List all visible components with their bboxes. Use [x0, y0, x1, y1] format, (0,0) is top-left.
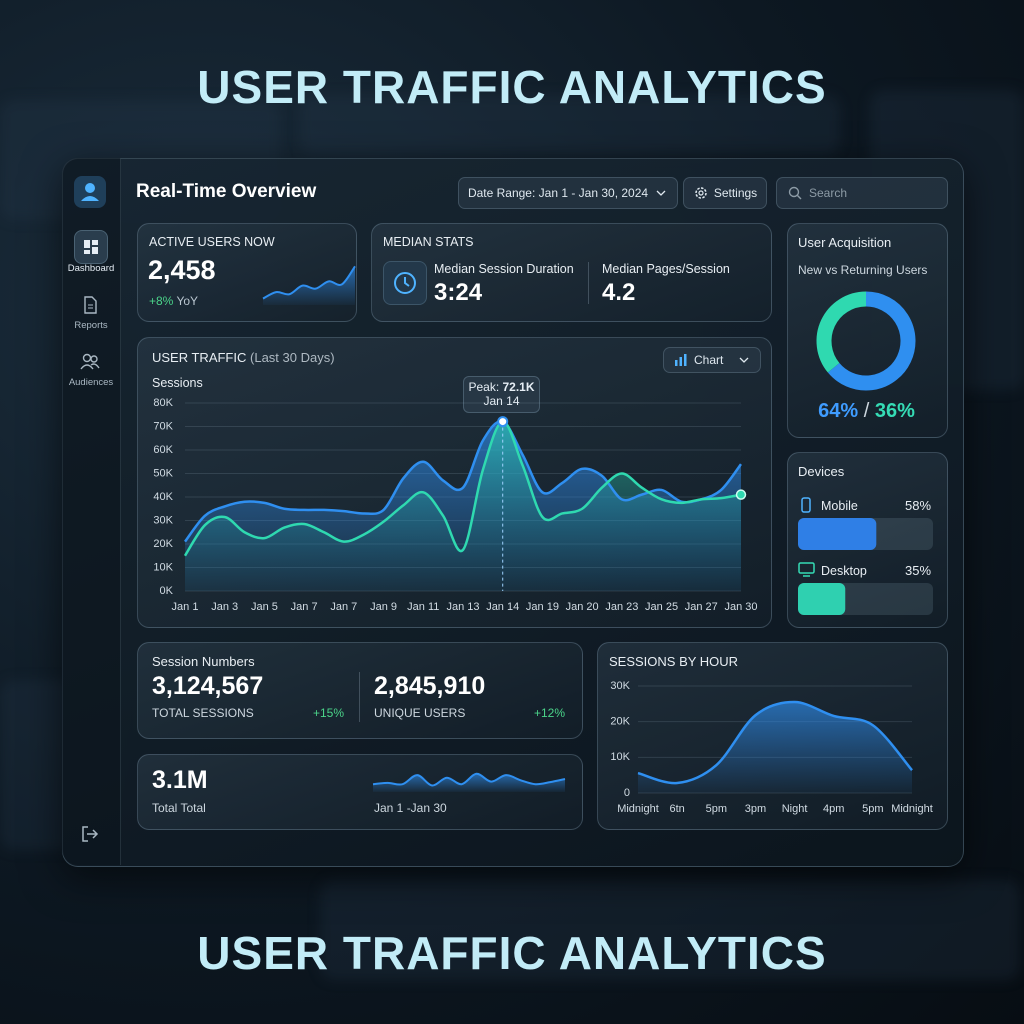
- settings-button[interactable]: Settings: [683, 177, 767, 209]
- reports-icon[interactable]: [80, 295, 100, 315]
- y-axis-label: Sessions: [152, 376, 203, 390]
- chevron: [656, 190, 666, 196]
- annotation-value: 72.1K: [502, 380, 535, 394]
- audiences-icon[interactable]: [79, 352, 101, 372]
- kpi-value: 3,124,567: [152, 672, 264, 700]
- total-value: 3.1M: [152, 766, 208, 794]
- card-title: SESSIONS BY HOUR: [609, 654, 739, 669]
- card-label: ACTIVE USERS NOW: [149, 235, 275, 249]
- clock-box: [383, 261, 427, 305]
- search-box[interactable]: Search: [776, 177, 948, 209]
- kpi-change: +12%: [534, 706, 566, 720]
- kpi-label: UNIQUE USERS: [374, 706, 466, 720]
- separator: /: [863, 400, 870, 422]
- nav-label[interactable]: Dashboard: [67, 263, 115, 274]
- nav-label[interactable]: Reports: [74, 320, 108, 331]
- total-range: Jan 1 -Jan 30: [374, 801, 447, 815]
- settings-label: Settings: [713, 186, 758, 200]
- desktop-icon: [798, 562, 815, 577]
- title: USER TRAFFIC: [152, 350, 247, 365]
- donut-legend: 64% / 36%: [787, 400, 946, 423]
- stat-label: Median Session Duration: [434, 262, 574, 276]
- chevron: [739, 357, 749, 363]
- kpi-label: TOTAL SESSIONS: [152, 706, 254, 720]
- kpi-value: 2,458: [148, 255, 216, 285]
- stat-label: Median Pages/Session: [602, 262, 730, 276]
- clock-icon: [394, 272, 416, 294]
- traffic-card: [137, 337, 772, 628]
- annotation-prefix: Peak:: [468, 380, 500, 394]
- card-label: MEDIAN STATS: [383, 235, 474, 249]
- headline: USER TRAFFIC ANALYTICS: [197, 61, 827, 113]
- stat-value: 4.2: [602, 279, 636, 306]
- device-value: 58%: [905, 498, 932, 513]
- card-title: Devices: [798, 464, 845, 479]
- kpi-value: 2,845,910: [374, 672, 486, 700]
- logout-icon[interactable]: [81, 825, 99, 843]
- page-title: Real-Time Overview: [136, 181, 317, 202]
- total-card: [137, 754, 583, 830]
- annotation-category: Jan 14: [483, 394, 520, 408]
- search-icon: [788, 186, 802, 200]
- device-value: 35%: [905, 563, 932, 578]
- card-title: USER TRAFFIC (Last 30 Days): [152, 350, 335, 365]
- session-numbers-card: [137, 642, 583, 739]
- search-placeholder: Search: [809, 186, 848, 200]
- kpi-change: +8% YoY: [149, 294, 198, 308]
- sidebar: [62, 158, 121, 865]
- value-label: 64%: [818, 400, 859, 422]
- chart-type-button[interactable]: Chart: [663, 347, 761, 373]
- sessions-by-hour-card: [597, 642, 948, 830]
- card-title: Session Numbers: [152, 654, 255, 669]
- date-range: Date Range: Jan 1 - Jan 30, 2024: [467, 186, 649, 200]
- peak-tooltip: Peak: 72.1K Jan 14: [463, 376, 540, 413]
- bar-icon: [675, 354, 687, 366]
- nav-label[interactable]: Audiences: [68, 377, 114, 388]
- headline: USER TRAFFIC ANALYTICS: [197, 927, 827, 979]
- change-suffix: YoY: [176, 294, 199, 308]
- change: +8%: [149, 294, 174, 308]
- date-range-button[interactable]: Date Range: Jan 1 - Jan 30, 2024: [458, 177, 678, 209]
- logo: [74, 176, 106, 208]
- button-label: Chart: [694, 353, 724, 367]
- device-name: Desktop: [821, 564, 867, 578]
- value-label: 36%: [874, 400, 915, 422]
- dashboard-icon[interactable]: [74, 230, 108, 264]
- total-label: Total Total: [152, 801, 206, 815]
- bg-card: [300, 95, 840, 155]
- logo-icon: [81, 183, 99, 201]
- gear-icon: [695, 187, 707, 199]
- bg-card: [320, 880, 1020, 980]
- icon: [84, 240, 98, 254]
- card-subtitle: New vs Returning Users: [798, 263, 928, 277]
- divider: [359, 672, 360, 722]
- device-name: Mobile: [821, 499, 858, 513]
- kpi-change: +15%: [313, 706, 345, 720]
- subtitle: (Last 30 Days): [250, 350, 335, 365]
- stat-value: 3:24: [434, 279, 483, 306]
- median-stats-card: [371, 223, 772, 322]
- mobile-icon: [801, 497, 811, 513]
- divider: [588, 262, 589, 304]
- card-title: User Acquisition: [798, 235, 892, 250]
